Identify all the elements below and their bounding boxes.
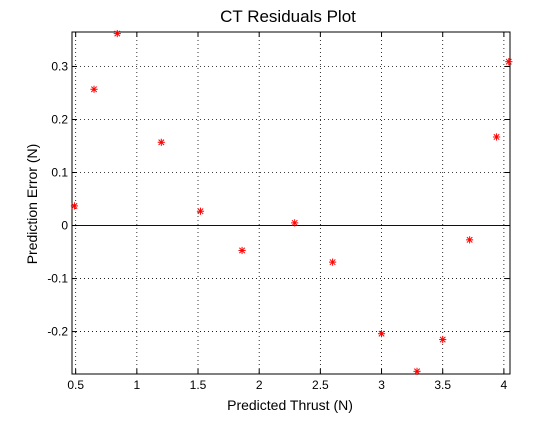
data-point: [238, 246, 246, 255]
y-tick-label: -0.1: [47, 272, 68, 286]
plot-area: [71, 31, 511, 375]
data-point: [439, 335, 447, 344]
x-tick-label: 2: [256, 378, 263, 392]
y-tick-label: -0.2: [47, 325, 68, 339]
x-axis-label: Predicted Thrust (N): [227, 397, 353, 413]
data-point: [328, 258, 337, 266]
data-point: [157, 138, 165, 146]
y-tick-label: 0: [61, 219, 68, 233]
y-tick-label: 0.1: [51, 166, 68, 180]
data-point: [291, 219, 299, 227]
data-point: [413, 367, 421, 375]
data-point: [505, 58, 513, 66]
chart-title: CT Residuals Plot: [220, 7, 356, 26]
x-tick-label: 2.5: [312, 378, 329, 392]
data-point: [90, 85, 98, 93]
x-tick-label: 4: [501, 378, 508, 392]
x-tick-label: 0.5: [67, 378, 84, 392]
data-point: [492, 133, 501, 141]
data-point: [466, 236, 474, 244]
y-axis-label: Prediction Error (N): [24, 144, 40, 265]
x-tick-label: 3.5: [434, 378, 451, 392]
y-tick-label: 0.2: [51, 112, 68, 126]
data-points: [70, 29, 513, 375]
data-point: [196, 207, 205, 215]
data-point: [377, 330, 386, 338]
x-tick-label: 3: [378, 378, 385, 392]
y-tick-label: 0.3: [51, 59, 68, 73]
x-tick-label: 1.5: [190, 378, 207, 392]
x-tick-label: 1: [133, 378, 140, 392]
data-point: [113, 29, 121, 38]
axis-ticks: 0.5 1 1.5 2 2.5 3 3.5 4 -0.2 -0.1 0 0.1 0.2 0.3: [47, 32, 510, 392]
data-point: [70, 202, 79, 210]
